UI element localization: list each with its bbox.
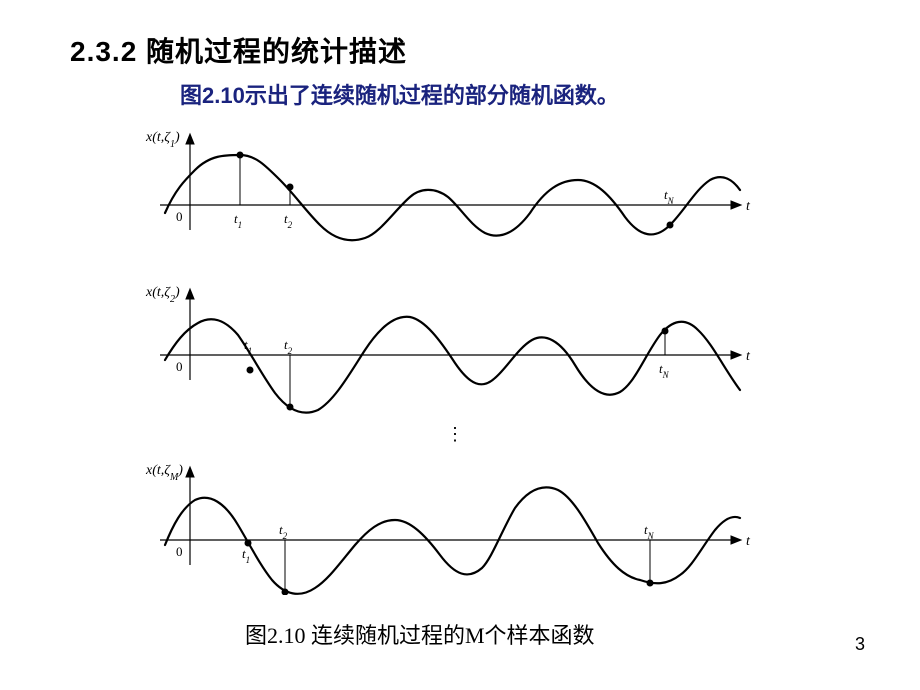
svg-text:t: t [746, 534, 751, 549]
section-heading: 2.3.2 随机过程的统计描述 [70, 30, 407, 70]
figure-svg: 0 x(t,ζ1) t t1 t2 tN 0 x(t,ζ2) t t1 t2 tN 0 x(t,ζM) t t… [140, 125, 780, 595]
svg-text:t1: t1 [234, 211, 242, 230]
page-number: 3 [855, 634, 865, 655]
figure-intro: 图2.10示出了连续随机过程的部分随机函数。 [180, 78, 619, 110]
svg-text:t1: t1 [244, 337, 252, 356]
svg-text:tN: tN [659, 361, 670, 380]
svg-text:t2: t2 [284, 211, 293, 230]
figure-caption: 图2.10 连续随机过程的M个样本函数 [245, 618, 595, 650]
svg-text:0: 0 [176, 544, 183, 559]
slide-page: 2.3.2 随机过程的统计描述 图2.10示出了连续随机过程的部分随机函数。 0… [0, 0, 920, 690]
svg-text:tN: tN [644, 522, 655, 541]
svg-text:x(t,ζ2): x(t,ζ2) [145, 285, 180, 305]
svg-text:t: t [746, 199, 751, 214]
svg-text:x(t,ζM): x(t,ζM) [145, 463, 183, 483]
svg-text:⋮: ⋮ [446, 424, 464, 444]
svg-text:t2: t2 [279, 522, 288, 541]
svg-text:x(t,ζ1): x(t,ζ1) [145, 130, 180, 150]
stochastic-process-figure: 0 x(t,ζ1) t t1 t2 tN 0 x(t,ζ2) t t1 t2 tN 0 x(t,ζM) t t… [140, 125, 780, 595]
svg-text:0: 0 [176, 359, 183, 374]
svg-text:tN: tN [664, 187, 675, 206]
svg-text:t1: t1 [242, 546, 250, 565]
svg-text:0: 0 [176, 209, 183, 224]
svg-text:t2: t2 [284, 337, 293, 356]
svg-text:t: t [746, 349, 751, 364]
